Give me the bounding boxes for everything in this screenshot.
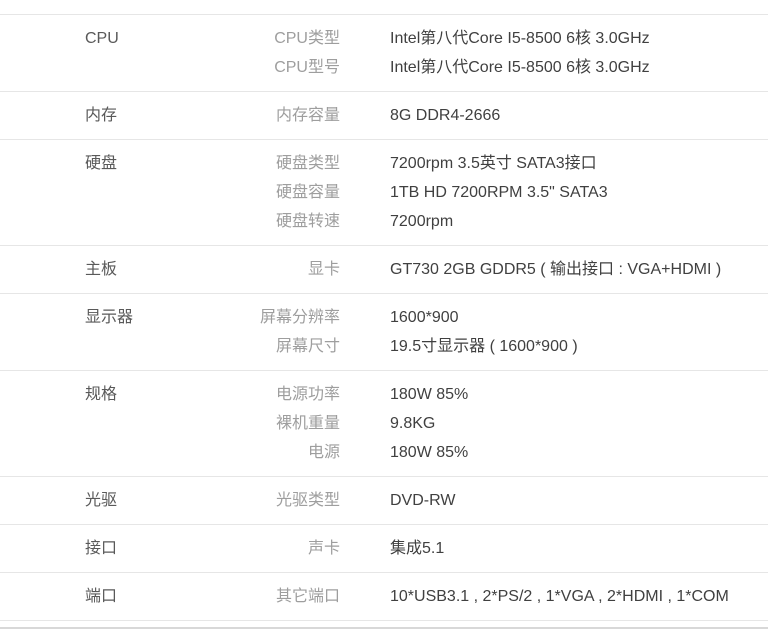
spec-value: 集成5.1 — [390, 540, 445, 557]
spec-label: 光驱类型 — [275, 492, 340, 509]
spec-label: 屏幕尺寸 — [275, 338, 340, 355]
spec-value: 8G DDR4-2666 — [390, 107, 501, 124]
spec-value: 19.5寸显示器 ( 1600*900 ) — [390, 338, 578, 355]
category-label: 主板 — [85, 261, 118, 278]
spec-section-cpu: CPU CPU类型 Intel第八代Core I5-8500 6核 3.0GHz… — [0, 15, 768, 92]
spec-row: 硬盘转速 7200rpm — [0, 207, 768, 236]
spec-label: 电源 — [307, 444, 340, 461]
spec-row: 光驱类型 DVD-RW — [0, 486, 768, 515]
spec-row: CPU型号 Intel第八代Core I5-8500 6核 3.0GHz — [0, 53, 768, 82]
category-label: 硬盘 — [85, 155, 118, 172]
spec-value: Intel第八代Core I5-8500 6核 3.0GHz — [390, 59, 650, 76]
spec-row: 其它端口 10*USB3.1 , 2*PS/2 , 1*VGA , 2*HDMI… — [0, 582, 768, 611]
spec-value: 10*USB3.1 , 2*PS/2 , 1*VGA , 2*HDMI , 1*… — [390, 588, 729, 605]
spec-section-interface: 接口 声卡 集成5.1 — [0, 525, 768, 573]
spec-value: 1TB HD 7200RPM 3.5" SATA3 — [390, 184, 608, 201]
category-label: 光驱 — [85, 492, 118, 509]
spec-label: CPU型号 — [274, 59, 340, 76]
spec-row: 显卡 GT730 2GB GDDR5 ( 输出接口 : VGA+HDMI ) — [0, 255, 768, 284]
category-label: 规格 — [85, 386, 118, 403]
spec-value: GT730 2GB GDDR5 ( 输出接口 : VGA+HDMI ) — [390, 261, 722, 278]
spec-value: DVD-RW — [390, 492, 456, 509]
spec-section-optical-drive: 光驱 光驱类型 DVD-RW — [0, 477, 768, 525]
category-label: 内存 — [85, 107, 118, 124]
spec-row: 裸机重量 9.8KG — [0, 409, 768, 438]
category-label: 端口 — [85, 588, 118, 605]
spec-value: Intel第八代Core I5-8500 6核 3.0GHz — [390, 30, 650, 47]
spec-row: 屏幕尺寸 19.5寸显示器 ( 1600*900 ) — [0, 332, 768, 361]
spec-row: 硬盘容量 1TB HD 7200RPM 3.5" SATA3 — [0, 178, 768, 207]
spec-row: CPU类型 Intel第八代Core I5-8500 6核 3.0GHz — [0, 24, 768, 53]
spec-value: 7200rpm 3.5英寸 SATA3接口 — [390, 155, 597, 172]
spec-row: 电源功率 180W 85% — [0, 380, 768, 409]
spec-section-harddisk: 硬盘 硬盘类型 7200rpm 3.5英寸 SATA3接口 硬盘容量 1TB H… — [0, 140, 768, 246]
spec-value: 1600*900 — [390, 309, 459, 326]
spec-label: 屏幕分辨率 — [259, 309, 340, 326]
spec-label: 显卡 — [307, 261, 340, 278]
spec-row: 硬盘类型 7200rpm 3.5英寸 SATA3接口 — [0, 149, 768, 178]
spec-label: 声卡 — [307, 540, 340, 557]
category-label: 显示器 — [85, 309, 134, 326]
spec-label: 硬盘类型 — [275, 155, 340, 172]
spec-label: 内存容量 — [275, 107, 340, 124]
spec-section-memory: 内存 内存容量 8G DDR4-2666 — [0, 92, 768, 140]
category-label: CPU — [85, 30, 119, 47]
spec-label: CPU类型 — [274, 30, 340, 47]
spec-label: 硬盘容量 — [275, 184, 340, 201]
spec-row: 屏幕分辨率 1600*900 — [0, 303, 768, 332]
spec-row: 内存容量 8G DDR4-2666 — [0, 101, 768, 130]
spec-section-specs: 规格 电源功率 180W 85% 裸机重量 9.8KG 电源 180W 85% — [0, 371, 768, 477]
spec-value: 180W 85% — [390, 444, 469, 461]
spec-value: 180W 85% — [390, 386, 469, 403]
spec-label: 硬盘转速 — [275, 213, 340, 230]
spec-label: 电源功率 — [275, 386, 340, 403]
spec-row: 电源 180W 85% — [0, 438, 768, 467]
category-label: 接口 — [85, 540, 118, 557]
spec-section-ports: 端口 其它端口 10*USB3.1 , 2*PS/2 , 1*VGA , 2*H… — [0, 573, 768, 621]
spec-row: 声卡 集成5.1 — [0, 534, 768, 563]
spec-section-mainboard: 主板 显卡 GT730 2GB GDDR5 ( 输出接口 : VGA+HDMI … — [0, 246, 768, 294]
spec-label: 其它端口 — [275, 588, 340, 605]
spec-table: CPU CPU类型 Intel第八代Core I5-8500 6核 3.0GHz… — [0, 14, 768, 621]
spec-value: 9.8KG — [390, 415, 436, 432]
spec-section-display: 显示器 屏幕分辨率 1600*900 屏幕尺寸 19.5寸显示器 ( 1600*… — [0, 294, 768, 371]
spec-label: 裸机重量 — [275, 415, 340, 432]
spec-value: 7200rpm — [390, 213, 454, 230]
